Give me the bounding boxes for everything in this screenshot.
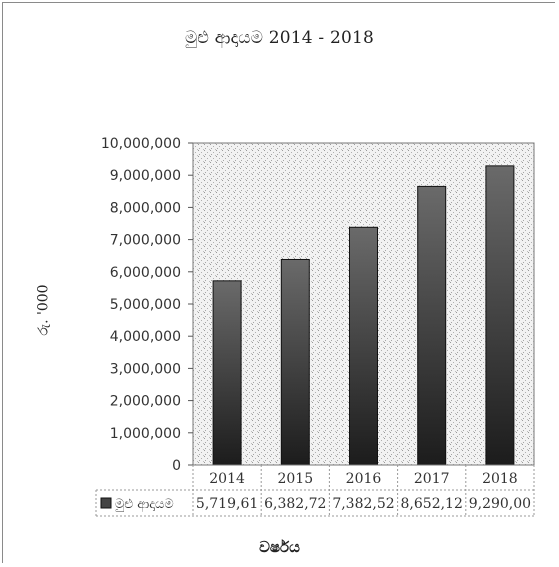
data-table-value: 9,290,00 — [469, 496, 531, 512]
y-tick-label: 0 — [172, 458, 181, 474]
data-table-value: 7,382,52 — [332, 496, 394, 512]
legend-series-name: මුළු ආදායම — [115, 497, 174, 512]
x-tick-label: 2018 — [482, 471, 518, 487]
legend-swatch — [100, 497, 112, 509]
x-tick-label: 2014 — [209, 471, 245, 487]
bar-2016 — [349, 226, 378, 466]
y-tick-label: 1,000,000 — [110, 426, 181, 442]
x-tick-label: 2015 — [277, 471, 313, 487]
y-tick-label: 6,000,000 — [110, 265, 181, 281]
chart-title: මුළු ආදායම 2014 - 2018 — [184, 28, 375, 48]
y-tick-label: 7,000,000 — [110, 233, 181, 249]
data-table-value: 8,652,12 — [401, 496, 463, 512]
data-table-value: 5,719,61 — [196, 496, 258, 512]
bar-2014 — [212, 280, 242, 466]
y-tick-label: 4,000,000 — [110, 329, 181, 345]
y-tick-label: 10,000,000 — [101, 136, 181, 152]
y-tick-label: 8,000,000 — [110, 200, 181, 216]
bar-2018 — [485, 165, 515, 466]
y-tick-label: 5,000,000 — [110, 297, 181, 313]
x-tick-label: 2017 — [414, 471, 450, 487]
x-tick-label: 2016 — [346, 471, 382, 487]
y-tick-label: 3,000,000 — [110, 361, 181, 377]
y-tick-label: 2,000,000 — [110, 394, 181, 410]
bar-2017 — [417, 185, 447, 466]
bar-2015 — [280, 258, 310, 466]
y-tick-label: 9,000,000 — [110, 168, 181, 184]
x-axis-label: වර්ෂය — [259, 538, 300, 556]
data-table-value: 6,382,72 — [264, 496, 326, 512]
chart-frame — [2, 2, 555, 563]
